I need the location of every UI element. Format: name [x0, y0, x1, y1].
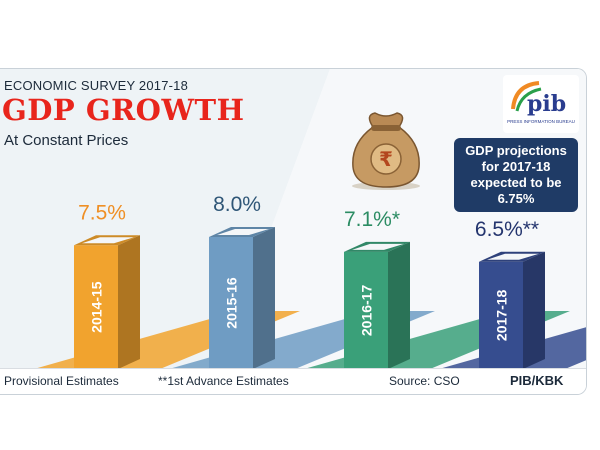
infographic-card: 2014-15 7.5% 2015-16 8.0% 2016-17 7.1%* 2017-1…: [0, 68, 587, 395]
svg-text:₹: ₹: [379, 147, 393, 171]
footnote-advance: **1st Advance Estimates: [158, 374, 289, 388]
survey-label: ECONOMIC SURVEY 2017-18: [4, 78, 189, 93]
category-label-2016-17: 2016-17: [359, 285, 375, 337]
value-label-2016-17: 7.1%*: [344, 208, 400, 231]
value-label-2015-16: 8.0%: [213, 193, 261, 216]
value-label-2017-18: 6.5%**: [475, 218, 539, 241]
category-label-2014-15: 2014-15: [89, 281, 105, 333]
money-bag-rupee-icon: ₹: [352, 112, 420, 190]
logo-caption: PRESS INFORMATION BUREAU: [507, 119, 575, 124]
gdp-growth-chart: 2014-15 7.5% 2015-16 8.0% 2016-17 7.1%* 2017-1…: [34, 193, 586, 369]
value-label-2014-15: 7.5%: [78, 201, 126, 224]
subtitle: At Constant Prices: [4, 132, 129, 149]
source-label: Source: CSO: [389, 374, 460, 388]
footer-bar: [0, 368, 586, 394]
pib-logo: pib PRESS INFORMATION BUREAU: [503, 75, 579, 133]
bar-2017-18: [439, 251, 586, 369]
pib-logo-mark: pib PRESS INFORMATION BUREAU: [507, 81, 575, 124]
footnote-provisional: Provisional Estimates: [4, 374, 119, 388]
projection-callout: GDP projections for 2017-18 expected to …: [454, 138, 578, 212]
credit-label: PIB/KBK: [510, 373, 564, 388]
category-label-2015-16: 2015-16: [224, 277, 240, 329]
logo-wordmark: pib: [527, 91, 566, 117]
category-label-2017-18: 2017-18: [494, 289, 510, 341]
page-title: GDP GROWTH: [2, 93, 245, 127]
